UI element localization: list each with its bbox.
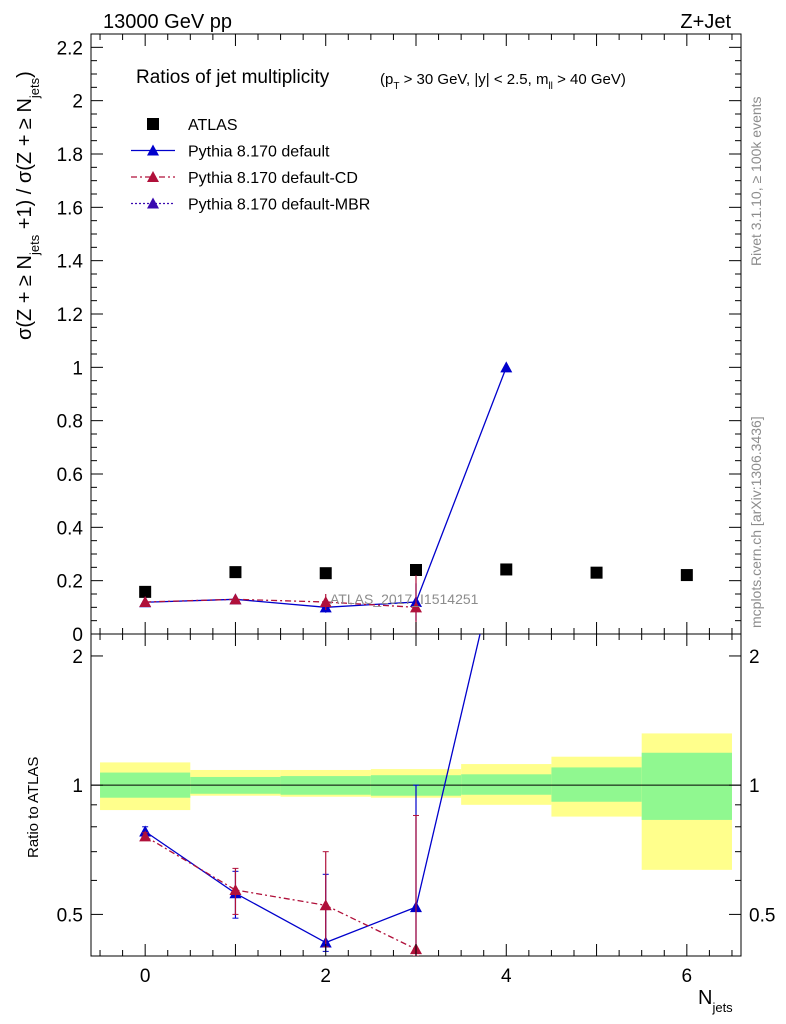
x-tick-label: 4 <box>501 966 512 987</box>
green-band <box>461 774 552 795</box>
legend-marker-triangle <box>147 144 159 156</box>
ratio-y-tick-label: 2 <box>72 647 83 668</box>
ratio-y-tick-label-right: 0.5 <box>749 905 775 926</box>
ratio-data-point <box>500 516 512 527</box>
mc-data-point <box>500 361 513 373</box>
mc-data-point <box>319 596 332 607</box>
main-y-tick-label: 2.2 <box>57 38 83 59</box>
atlas-data-point <box>680 569 693 582</box>
main-marks <box>139 361 693 634</box>
legend-marker-triangle <box>147 171 159 182</box>
legend-label: Pythia 8.170 default <box>188 144 330 161</box>
legend-label: Pythia 8.170 default-MBR <box>188 197 370 214</box>
mc-data-point <box>229 593 242 605</box>
analysis-watermark: ATLAS_2017_I1514251 <box>330 591 479 607</box>
main-y-axis-label: σ(Z + ≥ Njets +1) / σ(Z + ≥ Njets) <box>14 71 42 340</box>
main-y-tick-label: 1 <box>72 358 83 379</box>
main-y-tick-label: 1.4 <box>57 252 84 273</box>
atlas-data-point <box>229 566 242 579</box>
atlas-data-point <box>500 563 513 576</box>
atlas-data-point <box>139 585 152 598</box>
main-y-tick-label: 0.8 <box>57 412 83 433</box>
x-axis-label: Njets <box>698 987 733 1015</box>
rivet-label: Rivet 3.1.10, ≥ 100k events <box>748 96 764 266</box>
ratio-y-tick-label: 1 <box>72 776 83 797</box>
ratio-y-tick-label-right: 1 <box>749 776 760 797</box>
header-process-label: Z+Jet <box>680 11 731 33</box>
atlas-data-point <box>590 566 603 579</box>
mc-data-point <box>139 596 152 607</box>
ratio-y-tick-label-right: 2 <box>749 647 760 668</box>
ratio-y-tick-label: 0.5 <box>57 905 83 926</box>
mcplots-label: mcplots.cern.ch [arXiv:1306.3436] <box>748 416 764 628</box>
ratio-y-axis-label: Ratio to ATLAS <box>25 757 42 858</box>
mc-data-point <box>410 601 422 613</box>
main-y-tick-label: 1.2 <box>57 305 83 326</box>
main-y-tick-label: 0.4 <box>57 518 84 539</box>
main-y-tick-label: 0 <box>72 625 83 646</box>
legend-marker-square <box>147 118 159 130</box>
header-energy-label: 13000 GeV pp <box>103 11 232 33</box>
main-y-tick-label: 1.6 <box>57 198 83 219</box>
axes-ticks: 00.20.40.60.811.21.41.61.822.20 2 4 60.5 0.5… <box>57 33 775 987</box>
ratio-marks <box>139 516 512 956</box>
plot-title-cuts: (pT > 30 GeV, |y| < 2.5, mll > 40 GeV) <box>380 71 626 92</box>
ratio-data-point <box>139 830 152 842</box>
x-tick-label: 2 <box>320 966 331 987</box>
ratio-data-point <box>319 899 332 911</box>
series-line <box>145 598 417 608</box>
main-y-tick-label: 1.8 <box>57 145 83 166</box>
green-band <box>641 752 732 820</box>
green-band <box>551 767 642 802</box>
band-group <box>91 733 741 870</box>
legend-label: Pythia 8.170 default-CD <box>188 170 358 187</box>
x-tick-label: 6 <box>682 966 693 987</box>
ratio-uncertainty-bands <box>91 733 741 870</box>
atlas-data-point <box>410 564 422 576</box>
main-y-tick-label: 0.2 <box>57 572 83 593</box>
main-y-tick-label: 0.6 <box>57 465 83 486</box>
legend: ATLAS Pythia 8.170 default Pythia 8.170 de… <box>131 117 370 214</box>
ratio-data-point <box>229 883 242 895</box>
x-tick-label: 0 <box>140 966 151 987</box>
main-y-tick-label: 2 <box>72 92 83 113</box>
legend-label: ATLAS <box>188 117 238 134</box>
chart-marks <box>139 361 693 956</box>
atlas-data-point <box>319 567 332 580</box>
legend-marker-triangle <box>147 197 159 209</box>
ratio-series-line <box>144 835 417 950</box>
plot-title-main: Ratios of jet multiplicity <box>136 67 330 88</box>
